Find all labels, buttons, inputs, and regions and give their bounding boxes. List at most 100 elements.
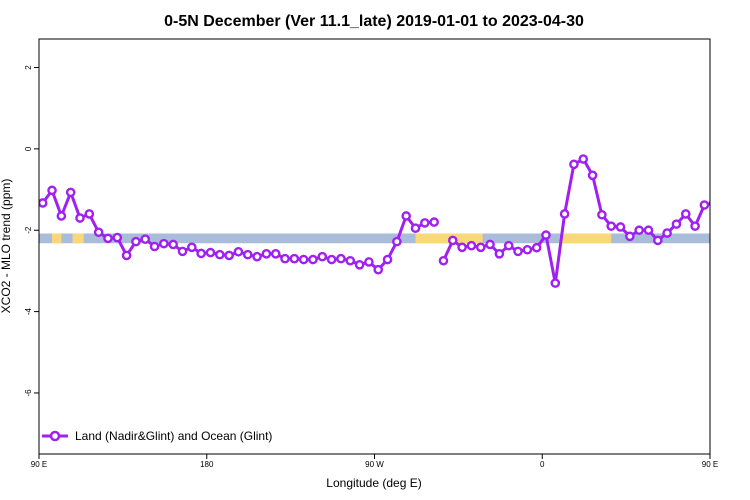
data-point-0-40 — [410, 223, 421, 233]
data-point-1-8 — [513, 246, 523, 257]
data-point-0-24 — [261, 249, 272, 259]
data-point-1-1 — [447, 235, 458, 246]
data-point-0-12 — [149, 241, 160, 252]
data-point-0-14 — [168, 239, 178, 250]
data-point-1-24 — [662, 228, 672, 238]
y-tick-label-1: 0 — [24, 146, 33, 151]
data-point-0-17 — [196, 248, 206, 259]
y-tick-label-2: -2 — [24, 226, 33, 234]
data-point-0-9 — [121, 250, 132, 261]
data-point-1-0 — [438, 255, 449, 266]
data-point-1-26 — [680, 209, 691, 219]
data-point-0-42 — [429, 217, 439, 227]
data-point-1-3 — [466, 240, 477, 251]
data-point-1-7 — [503, 240, 514, 251]
data-point-0-23 — [252, 251, 262, 262]
data-point-0-2 — [56, 211, 67, 221]
data-point-0-3 — [65, 187, 76, 198]
data-point-0-13 — [159, 238, 169, 249]
data-point-0-38 — [392, 236, 402, 247]
data-point-0-21 — [233, 246, 244, 257]
data-point-1-9 — [522, 244, 533, 255]
data-point-0-11 — [140, 234, 151, 244]
data-point-0-33 — [345, 255, 356, 266]
data-point-1-17 — [597, 209, 607, 220]
chart-title: 0-5N December (Ver 11.1_late) 2019-01-01… — [164, 13, 584, 30]
data-point-1-2 — [457, 242, 467, 253]
data-point-1-20 — [625, 231, 635, 242]
data-point-1-30 — [719, 187, 726, 194]
data-point-1-15 — [578, 154, 589, 164]
data-point-1-14 — [569, 159, 579, 170]
data-point-1-21 — [634, 225, 644, 236]
series-layer — [39, 154, 745, 288]
data-point-0-7 — [103, 233, 113, 244]
data-point-1-32 — [738, 189, 745, 196]
surface-band-land-1 — [72, 233, 84, 244]
data-point-0-32 — [336, 253, 346, 264]
data-point-0-26 — [280, 253, 290, 264]
data-point-0-39 — [401, 211, 411, 221]
x-tick-label-0: 90 E — [31, 460, 47, 469]
x-tick-label-3: 0 — [540, 460, 545, 469]
surface-band-land-4 — [734, 233, 750, 243]
data-point-1-18 — [606, 221, 617, 231]
data-point-0-36 — [373, 264, 384, 275]
data-point-0-28 — [298, 254, 309, 265]
x-tick-label-1: 180 — [200, 460, 214, 469]
data-point-1-22 — [643, 225, 654, 236]
legend-label: Land (Nadir&Glint) and Ocean (Glint) — [75, 429, 272, 443]
data-point-0-27 — [289, 253, 300, 264]
data-point-0-29 — [308, 254, 318, 265]
data-point-1-5 — [485, 239, 495, 250]
y-axis-ticks: 2 0 -2 -4 -6 — [24, 65, 39, 397]
x-axis-label: Longitude (deg E) — [326, 476, 421, 490]
data-point-1-25 — [671, 219, 682, 229]
data-point-1-27 — [690, 221, 700, 231]
legend-marker — [49, 430, 61, 442]
legend: Land (Nadir&Glint) and Ocean (Glint) — [42, 429, 272, 443]
data-point-1-28 — [699, 200, 710, 210]
data-point-0-5 — [84, 209, 95, 219]
data-point-1-29 — [708, 199, 710, 206]
surface-band-land-3 — [560, 233, 612, 244]
data-point-0-31 — [326, 254, 337, 265]
data-point-1-6 — [494, 249, 505, 259]
data-point-0-25 — [270, 249, 281, 259]
data-point-0-18 — [205, 247, 216, 258]
data-point-1-19 — [615, 222, 626, 232]
data-point-1-16 — [587, 170, 598, 181]
data-point-1-23 — [653, 235, 663, 246]
y-axis-label: XCO2 - MLO trend (ppm) — [0, 179, 13, 314]
data-point-0-10 — [131, 236, 141, 247]
plot-frame — [38, 38, 711, 455]
data-point-0-30 — [317, 251, 328, 262]
data-point-0-22 — [242, 249, 253, 260]
data-point-0-6 — [93, 227, 104, 238]
data-point-0-8 — [112, 232, 123, 243]
x-axis-ticks: 90 E 180 90 W 0 90 E — [31, 454, 718, 469]
data-point-1-11 — [541, 230, 551, 240]
y-tick-label-4: -6 — [24, 389, 33, 397]
data-point-0-35 — [364, 257, 374, 267]
x-tick-label-2: 90 W — [365, 460, 384, 469]
data-point-0-34 — [354, 260, 365, 270]
data-point-1-13 — [559, 209, 570, 219]
data-point-1-4 — [475, 242, 486, 253]
data-point-0-20 — [224, 250, 234, 261]
data-point-0-16 — [187, 242, 197, 253]
data-point-1-12 — [550, 278, 561, 288]
x-tick-label-4: 90 E — [702, 460, 718, 469]
surface-band-land-0 — [52, 233, 62, 244]
data-point-1-10 — [531, 242, 542, 253]
y-tick-label-0: 2 — [24, 65, 33, 70]
data-point-0-4 — [75, 213, 85, 223]
surface-band-ocean — [39, 233, 710, 244]
data-point-0-15 — [177, 246, 188, 257]
data-point-0-37 — [382, 254, 393, 265]
data-point-0-0 — [39, 198, 48, 208]
data-point-1-31 — [729, 212, 736, 219]
data-point-0-1 — [47, 185, 57, 196]
data-point-0-19 — [214, 249, 225, 260]
